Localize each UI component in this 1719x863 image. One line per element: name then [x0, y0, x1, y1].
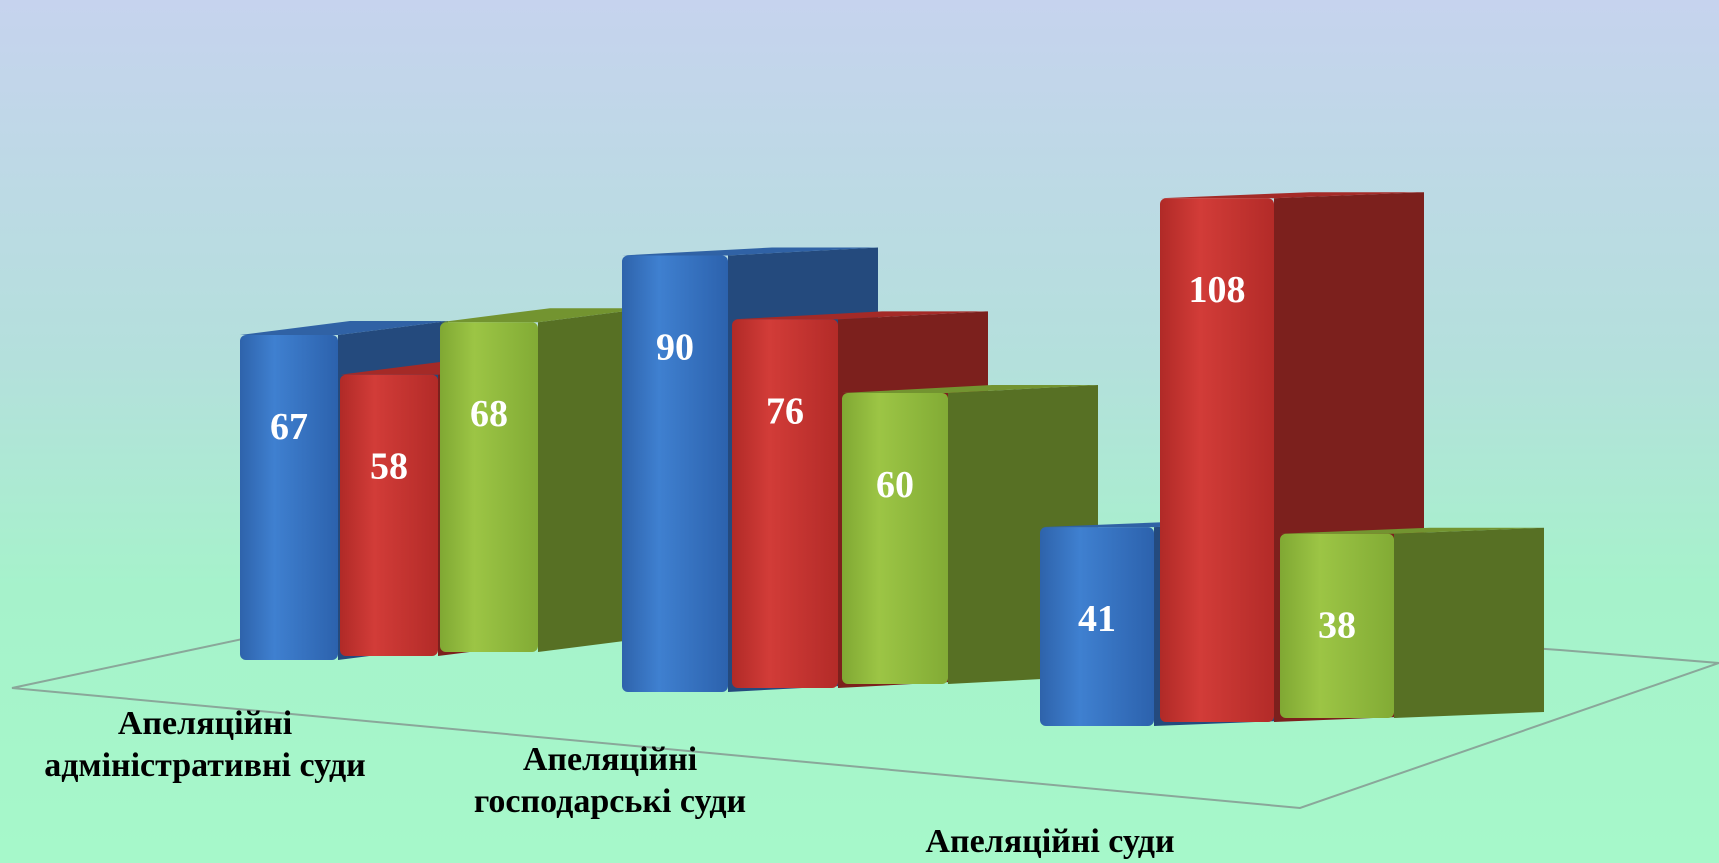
- data-label: 108: [1189, 269, 1246, 311]
- bar-front: [732, 319, 838, 688]
- bar-side: [1394, 527, 1544, 718]
- data-label: 76: [766, 390, 804, 432]
- data-label: 67: [270, 406, 308, 448]
- data-label: 41: [1078, 598, 1116, 640]
- bar-front: [240, 335, 338, 660]
- category-label: господарські суди: [474, 783, 746, 820]
- bar-front: [340, 374, 438, 656]
- bar-front: [1040, 527, 1154, 726]
- bar-front: [842, 393, 948, 684]
- bar-front: [1280, 533, 1394, 718]
- category-label: Апеляційні: [523, 741, 697, 778]
- bar-top: [1280, 527, 1544, 534]
- bar-top: [732, 311, 988, 320]
- bar-front: [622, 255, 728, 692]
- data-label: 68: [470, 393, 508, 435]
- bar-top: [440, 308, 648, 323]
- data-label: 90: [656, 327, 694, 369]
- bar-top: [1160, 192, 1424, 199]
- bar-0-2: 68: [440, 308, 648, 652]
- category-label: Апеляційні суди: [925, 823, 1174, 860]
- bar-front: [440, 322, 538, 652]
- bar-side: [538, 308, 648, 652]
- bar-top: [622, 247, 878, 256]
- data-label: 58: [370, 446, 408, 488]
- data-label: 38: [1318, 605, 1356, 647]
- bar-top: [842, 385, 1098, 393]
- category-label: адміністративні суди: [44, 747, 366, 784]
- bar-front: [1160, 198, 1274, 722]
- category-label: Апеляційні: [118, 705, 292, 742]
- bar-top: [240, 321, 448, 336]
- data-label: 60: [876, 464, 914, 506]
- bar-2-2: 38: [1280, 527, 1544, 718]
